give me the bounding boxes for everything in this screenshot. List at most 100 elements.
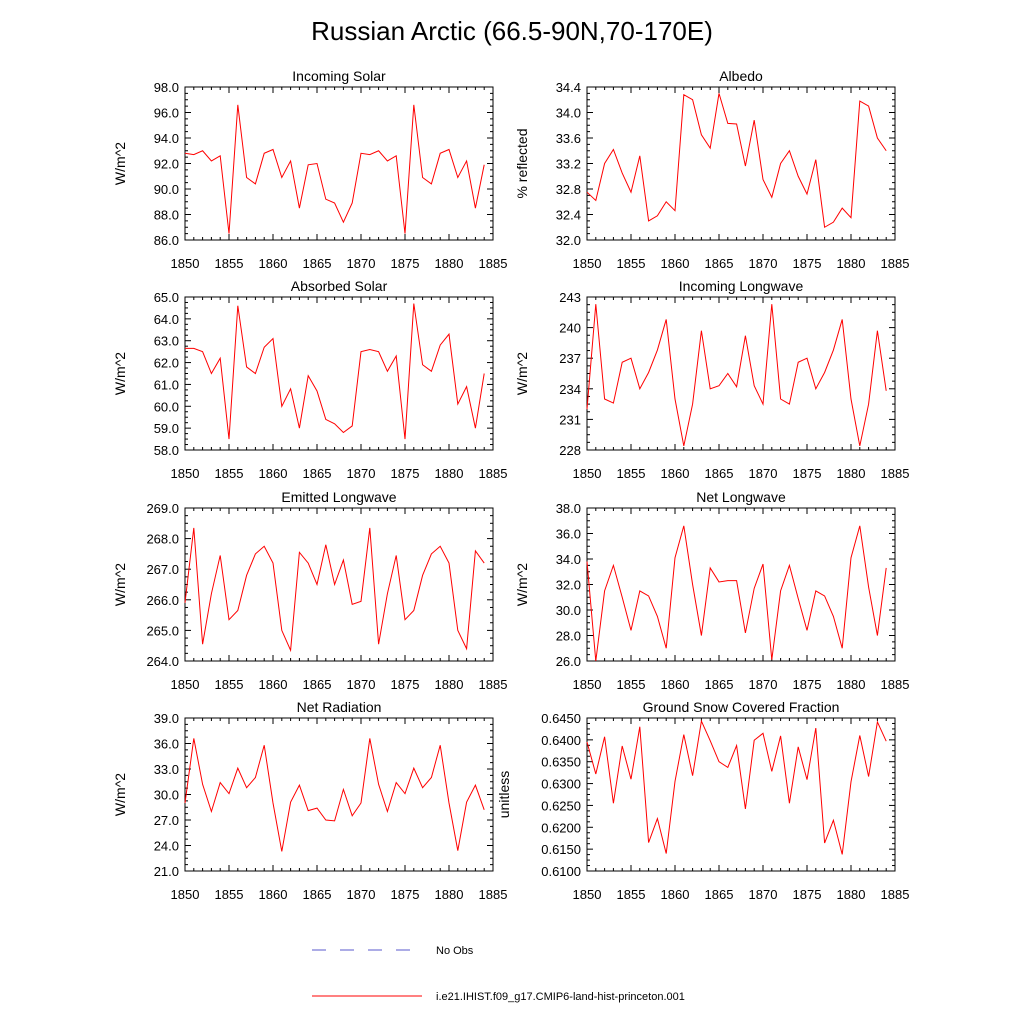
x-tick-label: 1860 [259,677,288,692]
chart-panel-6: Net Longwave W/m^2 1850 1855 1860 1865 1870 187… [514,489,909,692]
chart-panel-8: Ground Snow Covered Fraction unitless 1850… [496,699,909,902]
y-tick-label: 36.0 [556,527,581,542]
x-tick-label: 1880 [837,677,866,692]
y-tick-label: 34.4 [556,80,581,95]
x-tick-label: 1865 [705,256,734,271]
y-axis-label: W/m^2 [112,563,128,606]
x-tick-label: 1850 [573,466,602,481]
y-tick-label: 0.6300 [541,777,581,792]
x-tick-label: 1875 [391,677,420,692]
series-line [184,738,485,852]
x-tick-label: 1860 [661,466,690,481]
series-line [184,104,485,234]
x-tick-label: 1865 [303,466,332,481]
x-tick-label: 1855 [617,887,646,902]
x-tick-label: 1855 [215,256,244,271]
x-tick-label: 1870 [347,256,376,271]
x-tick-label: 1855 [215,887,244,902]
x-tick-label: 1875 [793,256,822,271]
x-tick-label: 1850 [171,466,200,481]
y-tick-label: 0.6200 [541,820,581,835]
y-tick-label: 33.2 [556,157,581,172]
y-tick-label: 32.0 [556,233,581,248]
x-tick-label: 1850 [171,677,200,692]
x-tick-label: 1855 [617,256,646,271]
x-tick-label: 1880 [837,466,866,481]
y-tick-label: 24.0 [154,839,179,854]
legend-label-no-obs: No Obs [436,945,474,957]
y-axis-label: W/m^2 [514,352,530,395]
x-tick-label: 1880 [435,677,464,692]
x-tick-label: 1870 [347,466,376,481]
chart-panel-7: Net Radiation W/m^2 1850 1855 1860 1865 1870 18… [112,699,507,902]
y-axis-label: W/m^2 [514,563,530,606]
chart-title: Incoming Longwave [679,278,804,294]
x-tick-label: 1870 [749,887,778,902]
x-tick-label: 1850 [171,887,200,902]
x-tick-label: 1855 [215,466,244,481]
x-tick-label: 1850 [573,887,602,902]
y-tick-label: 30.0 [556,603,581,618]
x-tick-label: 1860 [259,466,288,481]
y-tick-label: 92.0 [154,157,179,172]
y-tick-label: 58.0 [154,443,179,458]
y-tick-label: 38.0 [556,501,581,516]
x-tick-label: 1870 [347,887,376,902]
x-tick-label: 1885 [881,466,910,481]
x-tick-label: 1860 [661,887,690,902]
x-tick-label: 1855 [617,677,646,692]
plot-frame [586,86,896,241]
x-tick-label: 1850 [573,677,602,692]
y-tick-label: 94.0 [154,131,179,146]
y-tick-label: 62.0 [154,356,179,371]
page-title: Russian Arctic (66.5-90N,70-170E) [311,16,713,46]
x-tick-label: 1865 [303,887,332,902]
y-tick-label: 33.0 [154,762,179,777]
chart-panel-2: Albedo % reflected 1850 1855 1860 1865 1870 187… [514,68,909,271]
x-tick-label: 1870 [749,466,778,481]
x-tick-label: 1885 [479,677,508,692]
x-tick-label: 1855 [617,466,646,481]
y-tick-label: 0.6450 [541,711,581,726]
y-tick-label: 266.0 [146,593,179,608]
y-tick-label: 86.0 [154,233,179,248]
chart-title: Incoming Solar [292,68,386,84]
y-tick-label: 63.0 [154,334,179,349]
x-tick-label: 1885 [881,256,910,271]
y-tick-label: 60.0 [154,399,179,414]
y-tick-label: 231 [559,412,581,427]
plot-frame [184,296,494,451]
y-tick-label: 96.0 [154,106,179,121]
series-line [586,93,887,229]
y-tick-label: 0.6100 [541,864,581,879]
y-axis-label: % reflected [514,128,530,198]
chart-panels: Incoming Solar W/m^2 1850 1855 1860 1865 1870 1… [112,68,909,902]
plot-frame [184,507,494,662]
y-tick-label: 36.0 [154,737,179,752]
y-tick-label: 59.0 [154,421,179,436]
y-tick-label: 0.6250 [541,798,581,813]
series-line [184,527,485,653]
x-tick-label: 1865 [303,256,332,271]
x-tick-label: 1875 [793,677,822,692]
series-line [185,303,485,440]
y-tick-label: 265.0 [146,623,179,638]
chart-panel-1: Incoming Solar W/m^2 1850 1855 1860 1865 1870 1… [112,68,507,271]
chart-title: Absorbed Solar [291,278,388,294]
x-tick-label: 1865 [705,887,734,902]
x-tick-label: 1885 [479,466,508,481]
x-tick-label: 1875 [391,256,420,271]
x-tick-label: 1860 [259,256,288,271]
y-tick-label: 32.8 [556,182,581,197]
y-axis-label: W/m^2 [112,142,128,185]
y-tick-label: 30.0 [154,788,179,803]
y-tick-label: 33.6 [556,131,581,146]
y-tick-label: 64.0 [154,312,179,327]
y-tick-label: 269.0 [146,501,179,516]
chart-title: Albedo [719,68,763,84]
series-line [586,719,887,855]
chart-title: Emitted Longwave [281,489,396,505]
y-tick-label: 28.0 [556,629,581,644]
chart-title: Net Radiation [297,699,382,715]
